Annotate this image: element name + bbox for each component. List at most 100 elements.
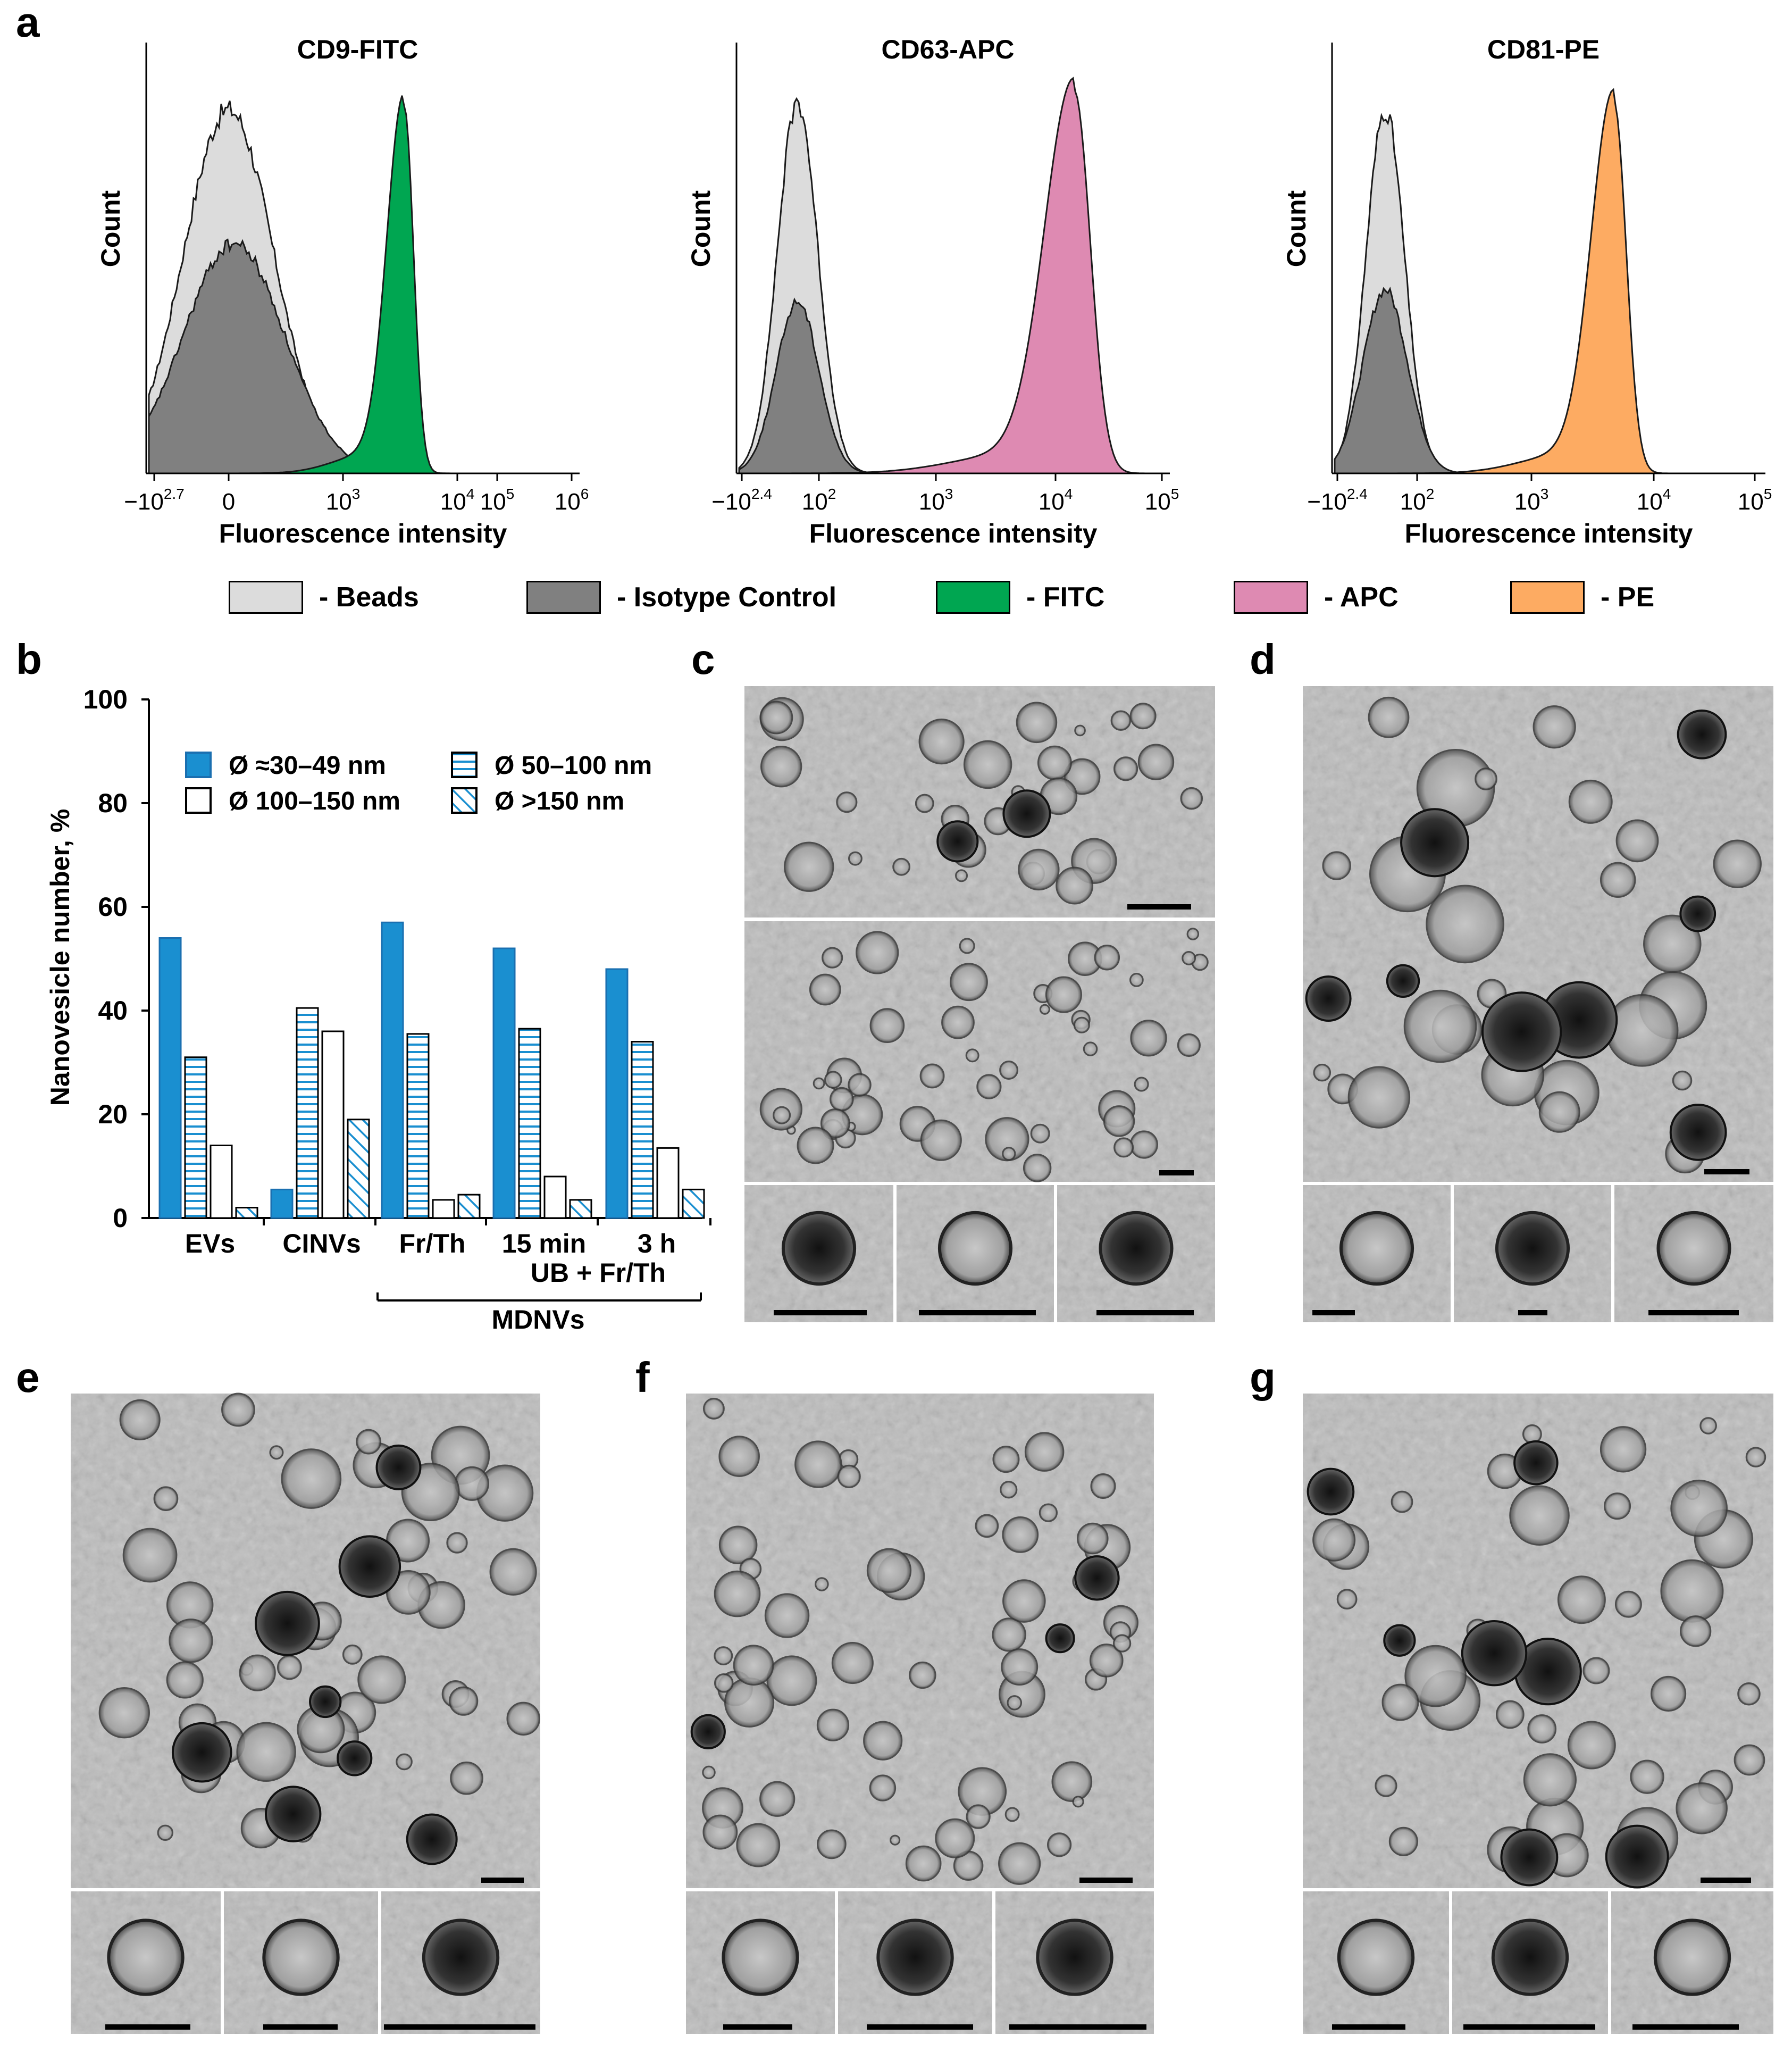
vesicle	[1016, 702, 1058, 744]
vesicle	[1426, 885, 1504, 964]
inset-e-1	[71, 1891, 221, 2034]
dark-vesicle	[1500, 1828, 1559, 1887]
vesicle	[985, 1117, 1029, 1162]
scale-bar	[1096, 1310, 1194, 1315]
vesicle	[1475, 768, 1497, 790]
dark-vesicle	[375, 1444, 422, 1490]
x-tick-label: 103	[919, 486, 953, 515]
vesicle	[941, 1005, 975, 1039]
scale-bar	[1079, 1878, 1133, 1883]
vesicle	[866, 1548, 912, 1593]
bar-evs-solid	[158, 937, 182, 1219]
scale-bar	[1009, 2024, 1146, 2030]
vesicle	[992, 1617, 1026, 1652]
histogram-title: CD9-FITC	[297, 35, 418, 64]
bar-evs-hlines	[184, 1056, 207, 1219]
vesicle	[766, 1655, 817, 1706]
vesicle	[1129, 703, 1157, 730]
legend-swatch-beads	[229, 581, 303, 614]
x-tick-label: 103	[326, 486, 361, 515]
x-tick-label: −102.7	[124, 486, 185, 515]
inset-g-1	[1303, 1891, 1449, 2034]
vesicle	[1699, 1417, 1717, 1434]
x-tick-label: 0	[222, 489, 235, 515]
bar-y-tick-label: 60	[98, 892, 128, 922]
vesicle	[1381, 1683, 1419, 1721]
single-vesicle	[722, 1918, 799, 1996]
vesicle	[1000, 1481, 1018, 1499]
bar-y-axis-label: Nanovesicle number, %	[45, 809, 75, 1106]
vesicle	[1137, 744, 1175, 780]
inset-c-1	[744, 1185, 893, 1322]
vesicle	[221, 1392, 255, 1427]
panel-b-bar-chart: 0 20 40 60 80 100 Nanovesicle number, % EVs CINV…	[45, 685, 711, 1334]
scale-bar	[1648, 1310, 1739, 1315]
bar-y-tick-label: 40	[98, 996, 128, 1025]
vesicle	[1077, 1522, 1109, 1555]
vesicle	[759, 1781, 795, 1817]
histogram-cd9-fitc: −102.7 0 103 104 105 106 CD9-FITC Fluorescence …	[96, 35, 589, 548]
legend-swatch-isotype	[526, 581, 601, 614]
vesicle	[450, 1761, 483, 1795]
y-axis-label: Count	[1282, 190, 1311, 267]
vesicle	[1047, 1832, 1072, 1857]
x-axis-label: Fluorescence intensity	[809, 519, 1098, 548]
vesicle	[506, 1701, 540, 1736]
dark-vesicle	[1679, 895, 1716, 932]
vesicle	[1745, 1447, 1766, 1467]
x-axis-label: Fluorescence intensity	[1405, 519, 1693, 548]
scale-bar	[867, 2024, 973, 2030]
single-vesicle	[781, 1211, 857, 1286]
vesicle	[396, 1753, 413, 1771]
scale-bar	[1312, 1310, 1355, 1315]
vesicle	[831, 1642, 874, 1684]
vesicle	[822, 947, 843, 969]
dark-vesicle	[1307, 1467, 1355, 1516]
vesicle	[975, 1514, 999, 1538]
vesicle	[1604, 1492, 1631, 1520]
vesicle	[992, 1446, 1020, 1473]
vesicle	[955, 869, 968, 882]
vesicle	[950, 963, 988, 1002]
vesicle	[966, 1804, 991, 1829]
vesicle	[489, 1548, 537, 1596]
bar-category-label: Fr/Th	[399, 1229, 466, 1258]
vesicle	[784, 841, 834, 892]
panel-label-a: a	[16, 0, 40, 46]
vesicle	[1600, 1426, 1647, 1473]
vesicle	[759, 700, 793, 735]
histogram-title: CD63-APC	[881, 35, 1014, 64]
x-tick-label: 105	[480, 486, 515, 515]
micrograph-d-main	[1303, 686, 1773, 1182]
x-tick-label: 104	[1039, 486, 1073, 515]
vesicle	[1600, 862, 1636, 898]
inset-g-3	[1611, 1891, 1773, 2034]
bar-evs-diag	[235, 1207, 258, 1219]
bar-legend-label: Ø 100–150 nm	[229, 787, 400, 815]
vesicle	[277, 1655, 302, 1680]
x-tick-label: 104	[440, 486, 475, 515]
vesicle	[356, 1429, 382, 1455]
dark-vesicle	[1400, 808, 1470, 878]
legend-item-fitc: - FITC	[936, 574, 1104, 620]
x-tick-label: 102	[1400, 486, 1435, 515]
bar-legend-swatch	[451, 787, 478, 814]
dark-vesicle	[337, 1740, 373, 1776]
x-tick-label: 105	[1145, 486, 1179, 515]
vesicle	[1567, 1721, 1616, 1770]
inset-c-2	[897, 1185, 1054, 1322]
scale-bar	[1518, 1310, 1547, 1315]
vesicle	[1110, 710, 1132, 731]
vesicle	[836, 791, 858, 813]
dark-vesicle	[1386, 964, 1420, 998]
dark-vesicle	[690, 1714, 726, 1749]
vesicle	[764, 1593, 810, 1638]
vesicle	[239, 1654, 276, 1691]
inset-f-1	[686, 1891, 835, 2034]
vesicle	[848, 851, 862, 866]
dark-vesicle	[1669, 1103, 1727, 1161]
histogram-title: CD81-PE	[1487, 35, 1600, 64]
vesicle	[1094, 944, 1120, 971]
legend-label-beads: - Beads	[319, 582, 419, 613]
vesicle	[1037, 745, 1072, 780]
